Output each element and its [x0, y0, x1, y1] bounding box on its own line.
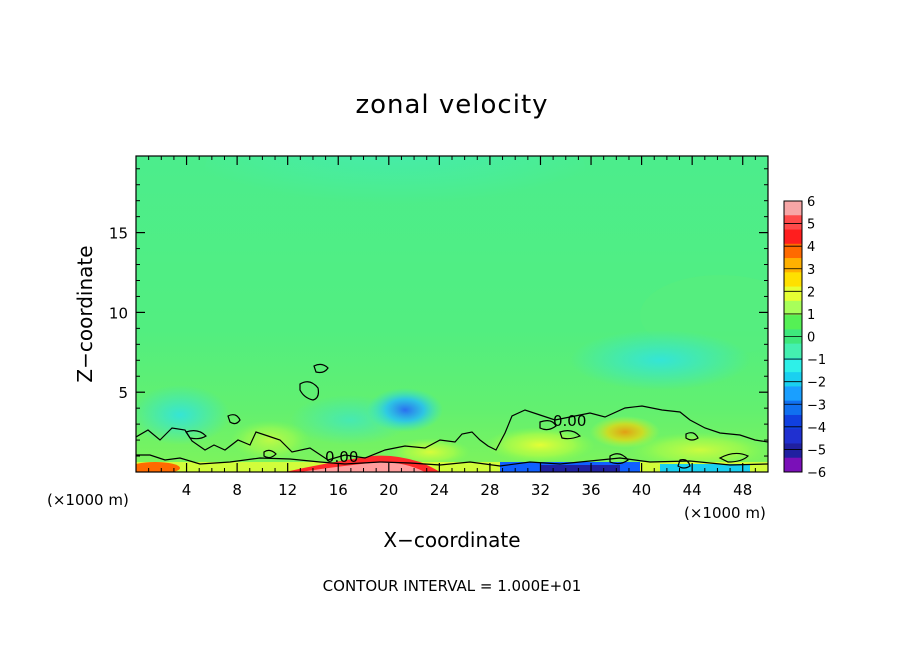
colorbar-label: 6: [807, 195, 815, 210]
chart-title: zonal velocity: [355, 90, 548, 120]
x-axis-ticks: 4 8 12 16 20 24 28 32 36 40 44 48: [148, 156, 756, 499]
colorbar-label: −1: [807, 353, 826, 368]
colorbar-label: −3: [807, 398, 826, 413]
colorbar-label: −6: [807, 466, 826, 481]
colorbar-swatch: [784, 414, 802, 430]
colorbar: 6 5 4 3 2 1 0 −1 −2 −3 −4 −5 −6: [783, 195, 826, 481]
x-tick-label: 28: [480, 481, 499, 499]
colorbar-swatch: [784, 372, 802, 387]
colorbar-swatch: [784, 300, 802, 316]
colorbar-swatch: [784, 201, 802, 216]
colorbar-swatch: [784, 229, 802, 245]
colorbar-swatch: [784, 286, 802, 302]
colorbar-label: 3: [807, 263, 815, 278]
x-tick-label: 8: [232, 481, 242, 499]
x-tick-label: 12: [278, 481, 297, 499]
x-tick-label: 20: [379, 481, 398, 499]
contour-interval-text: CONTOUR INTERVAL = 1.000E+01: [323, 577, 582, 595]
y-axis-ticks: 5 10 15: [109, 168, 768, 457]
colorbar-swatch: [784, 272, 802, 287]
x-tick-label: 40: [632, 481, 651, 499]
colorbar-label: 1: [807, 308, 815, 323]
colorbar-label: −4: [807, 421, 826, 436]
x-unit-right: (×1000 m): [684, 504, 766, 522]
x-tick-label: 36: [581, 481, 600, 499]
x-tick-label: 44: [683, 481, 702, 499]
y-axis-label: Z−coordinate: [73, 245, 97, 382]
colorbar-label: 4: [807, 240, 815, 255]
x-tick-label: 16: [329, 481, 348, 499]
x-unit-left: (×1000 m): [47, 491, 129, 509]
colorbar-label: 2: [807, 285, 815, 300]
colorbar-swatch: [784, 258, 802, 273]
colorbar-swatch: [784, 443, 802, 459]
contour-lines: [136, 363, 768, 469]
colorbar-label: −2: [807, 376, 826, 391]
contour-label: 0.00: [325, 448, 358, 466]
colorbar-label: −5: [807, 443, 826, 458]
colorbar-label: 0: [807, 331, 815, 346]
contour-label: 0.00: [553, 412, 586, 430]
colorbar-swatch: [784, 386, 802, 402]
y-tick-label: 15: [109, 225, 128, 243]
y-tick-label: 5: [118, 384, 128, 402]
colorbar-swatch: [784, 215, 802, 230]
heatmap-field: [136, 156, 768, 472]
colorbar-swatch: [784, 243, 802, 259]
y-tick-label: 10: [109, 304, 128, 322]
x-tick-label: 32: [531, 481, 550, 499]
colorbar-swatch: [784, 315, 802, 330]
colorbar-swatch: [784, 400, 802, 416]
colorbar-swatch: [784, 429, 802, 444]
colorbar-label: 5: [807, 218, 815, 233]
colorbar-swatch: [784, 357, 802, 373]
x-tick-label: 4: [182, 481, 192, 499]
x-tick-label: 24: [430, 481, 449, 499]
colorbar-swatch: [784, 457, 802, 473]
colorbar-swatch: [784, 343, 802, 359]
x-axis-label: X−coordinate: [383, 528, 520, 552]
x-tick-label: 48: [733, 481, 752, 499]
